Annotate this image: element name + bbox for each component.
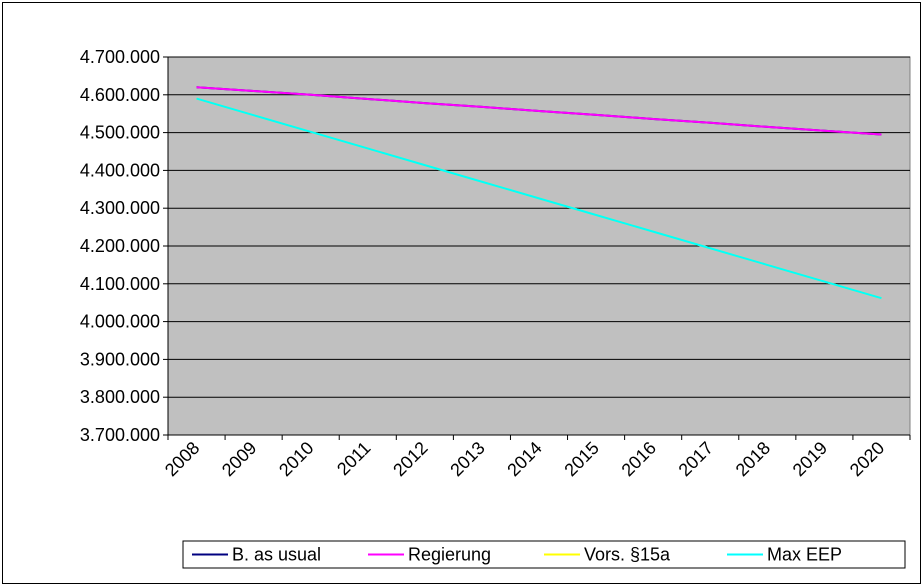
y-tick-label: 3.700.000 [80,425,160,445]
y-tick-label: 4.600.000 [80,85,160,105]
y-tick-label: 4.200.000 [80,236,160,256]
legend-label: Regierung [408,545,491,565]
legend-label: Max EEP [767,545,842,565]
legend-label: Vors. §15a [584,545,671,565]
legend-label: B. as usual [232,545,321,565]
y-tick-label: 3.900.000 [80,349,160,369]
y-tick-label: 4.700.000 [80,47,160,67]
y-tick-label: 4.400.000 [80,160,160,180]
series-line [196,97,882,300]
y-tick-label: 4.100.000 [80,274,160,294]
y-tick-label: 4.300.000 [80,198,160,218]
series-line [196,86,882,136]
y-tick-label: 4.500.000 [80,123,160,143]
y-tick-label: 4.000.000 [80,312,160,332]
y-tick-label: 3.800.000 [80,387,160,407]
